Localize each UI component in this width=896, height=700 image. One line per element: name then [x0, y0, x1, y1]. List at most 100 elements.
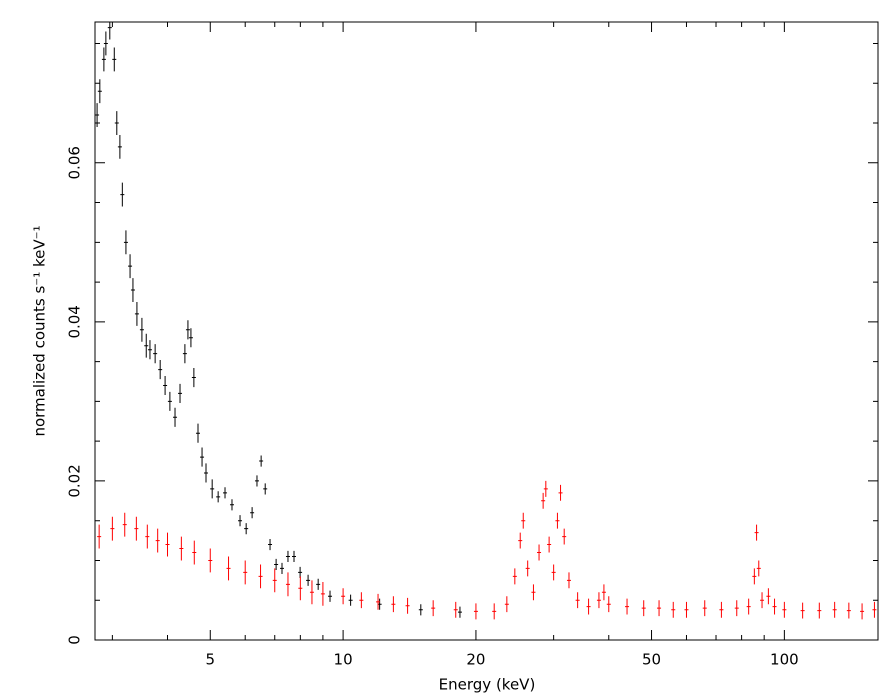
data-point [541, 492, 546, 509]
data-point [457, 606, 462, 618]
data-point [752, 568, 757, 585]
data-point [173, 407, 178, 427]
data-point [244, 523, 249, 535]
data-point [341, 588, 346, 605]
data-point [772, 598, 777, 615]
data-point [547, 536, 552, 553]
data-point [521, 512, 526, 529]
data-point [800, 602, 805, 619]
data-point [492, 603, 497, 620]
data-point [165, 532, 170, 557]
data-point [134, 516, 139, 541]
data-point [734, 600, 739, 617]
data-point [625, 598, 630, 615]
data-point [292, 550, 297, 563]
data-point [298, 566, 303, 578]
data-point [130, 278, 135, 302]
y-tick-label: 0.06 [66, 146, 84, 179]
data-point [112, 47, 117, 72]
data-point [766, 588, 771, 605]
data-point [268, 538, 273, 551]
data-point [641, 600, 646, 617]
data-point [531, 584, 536, 601]
data-point [543, 480, 548, 497]
data-point [139, 317, 144, 342]
data-point [229, 499, 234, 511]
data-point [566, 572, 571, 589]
data-point [163, 375, 168, 396]
data-point [860, 603, 865, 620]
data-point [144, 333, 149, 358]
data-point [188, 328, 193, 348]
data-point [555, 512, 560, 529]
data-point [671, 601, 676, 618]
data-point [328, 590, 333, 602]
data-point [518, 532, 523, 549]
data-point [250, 507, 255, 519]
data-point [702, 600, 707, 617]
data-point [101, 47, 106, 72]
data-point [525, 560, 530, 577]
data-point [210, 479, 215, 499]
data-point [359, 592, 364, 609]
data-point [274, 558, 279, 571]
data-point [431, 600, 436, 617]
data-point [114, 111, 119, 135]
x-tick-label: 20 [466, 651, 485, 669]
data-point [872, 601, 877, 618]
data-point [391, 596, 396, 613]
data-point [254, 475, 259, 487]
data-point [453, 601, 458, 618]
data-point [376, 593, 381, 610]
data-point [153, 344, 158, 364]
data-point [182, 344, 187, 364]
data-point [117, 134, 122, 159]
data-point [263, 483, 268, 495]
data-point [216, 491, 221, 503]
data-point [178, 383, 183, 403]
data-point [473, 603, 478, 620]
data-point [512, 568, 517, 585]
data-point [817, 602, 822, 619]
data-point [320, 581, 325, 606]
data-point [238, 515, 243, 527]
y-axis-label: normalized counts s⁻¹ keV⁻¹ [31, 225, 49, 436]
data-point [110, 516, 115, 541]
data-point [746, 598, 751, 615]
x-tick-label: 10 [334, 651, 353, 669]
data-point [601, 584, 606, 601]
y-tick-label: 0 [66, 635, 84, 645]
data-point [285, 550, 290, 563]
data-point [123, 230, 128, 255]
data-point [103, 31, 108, 56]
data-point [208, 548, 213, 573]
data-point [107, 22, 112, 40]
data-point [832, 601, 837, 618]
x-tick-label: 5 [205, 651, 215, 669]
data-point [405, 597, 410, 614]
data-point [562, 528, 567, 545]
data-point [155, 528, 160, 553]
data-point [756, 560, 761, 577]
data-point [128, 254, 133, 279]
data-point [192, 540, 197, 565]
data-point [551, 564, 556, 581]
y-tick-label: 0.04 [66, 305, 84, 338]
data-point [558, 484, 563, 501]
data-point [657, 600, 662, 617]
data-area [95, 22, 877, 620]
y-tick-label: 0.02 [66, 464, 84, 497]
data-point [684, 601, 689, 618]
data-point [316, 578, 321, 590]
data-point [309, 580, 314, 605]
data-point [285, 572, 290, 597]
data-point [418, 604, 423, 616]
data-point [537, 544, 542, 561]
data-point [179, 536, 184, 561]
data-point [586, 598, 591, 615]
data-point [223, 487, 228, 499]
data-point [846, 602, 851, 619]
data-point [134, 301, 139, 326]
data-point [185, 320, 190, 340]
data-point [575, 592, 580, 609]
